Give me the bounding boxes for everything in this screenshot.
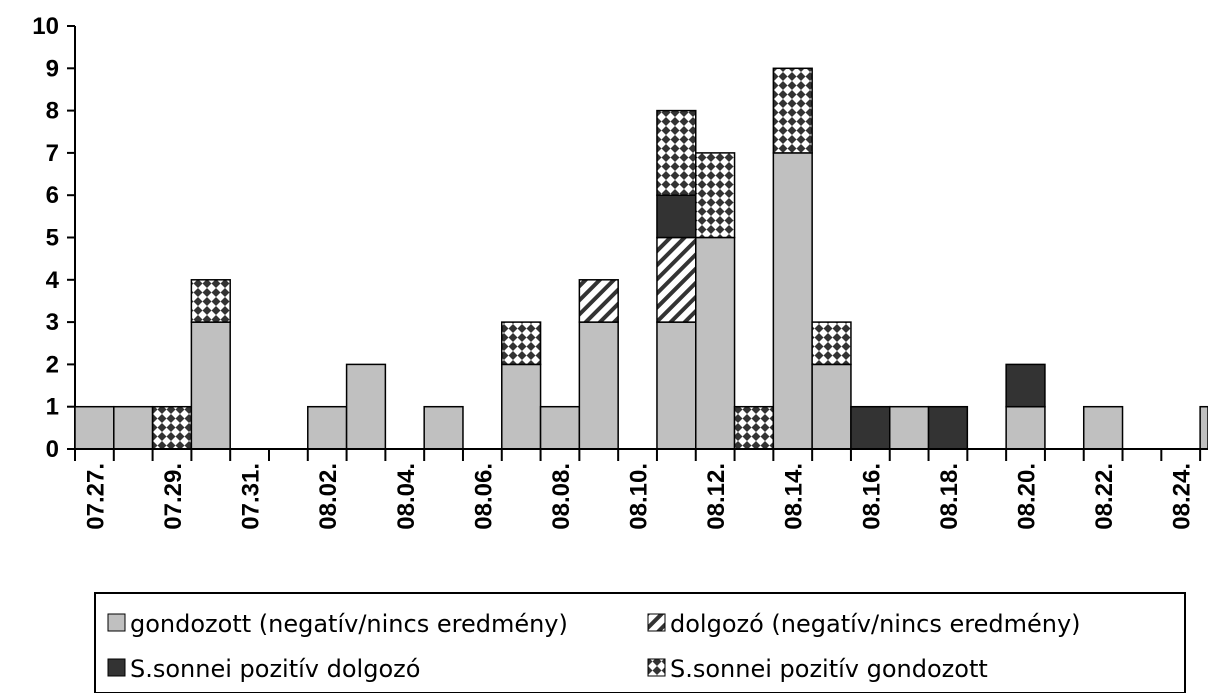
y-tick-label: 1 [46, 394, 59, 421]
bar-segment [190, 279, 231, 323]
x-tick-label: 08.18. [936, 463, 963, 530]
x-tick-label: 08.10. [626, 463, 653, 530]
bar-segment [772, 152, 813, 450]
bar-segment [113, 405, 154, 450]
legend-swatch-sonnei-gondozott [647, 658, 666, 677]
bar-segment [539, 405, 581, 450]
x-tick-label: 08.02. [315, 463, 342, 530]
y-tick-label: 9 [46, 55, 59, 82]
x-axis: 07.27. 07.29. 07.31. 08.02. 08.04. 08.06. 08.0… [74, 448, 1208, 530]
legend-label-dolgozo: dolgozó (negatív/nincs eredmény) [670, 610, 1081, 638]
bar-segment [74, 405, 115, 450]
x-tick-label: 08.22. [1091, 463, 1118, 530]
bar-segment [811, 363, 852, 450]
bar-segment [1005, 405, 1046, 450]
x-tick-label: 08.06. [470, 463, 497, 530]
bar-segment [733, 405, 775, 450]
x-tick-label: 08.20. [1014, 463, 1041, 530]
legend-swatch-dolgozo [647, 613, 666, 632]
y-tick-label: 5 [46, 225, 59, 252]
y-tick-label: 8 [46, 98, 59, 125]
legend-swatch-sonnei-dolgozo [107, 658, 126, 677]
x-tick-label: 08.14. [781, 463, 808, 530]
bars [74, 67, 1208, 450]
bar-segment [695, 152, 736, 239]
bar-segment [656, 109, 697, 196]
bar-segment [1005, 363, 1046, 408]
bar-segment [151, 405, 193, 450]
legend-label-gondozott: gondozott (negatív/nincs eredmény) [130, 610, 568, 638]
bar-segment [850, 405, 891, 450]
bar-segment [501, 363, 542, 450]
bar-segment [501, 321, 542, 366]
bar-segment [695, 236, 736, 450]
bar-segment [656, 321, 697, 450]
legend-box [94, 592, 1186, 693]
bar-segment [578, 321, 619, 450]
y-tick-label: 6 [46, 182, 59, 209]
x-tick-label: 08.24. [1169, 463, 1196, 530]
y-tick-label: 3 [46, 309, 59, 336]
bar-segment [345, 363, 387, 450]
x-tick-label: 08.16. [858, 463, 885, 530]
legend-label-sonnei-dolgozo: S.sonnei pozitív dolgozó [130, 655, 420, 683]
bar-segment [190, 321, 231, 450]
legend-swatch-gondozott [107, 613, 126, 632]
bar-segment [656, 194, 697, 239]
x-tick-label: 08.08. [548, 463, 575, 530]
y-tick-label: 7 [46, 140, 59, 167]
bar-segment [656, 236, 697, 323]
x-tick-label: 07.27. [82, 463, 109, 530]
bar-segment [888, 405, 930, 450]
x-tick-label: 07.31. [238, 463, 265, 530]
y-tick-label: 4 [46, 267, 60, 294]
x-tick-label: 07.29. [160, 463, 187, 530]
legend-label-sonnei-gondozott: S.sonnei pozitív gondozott [670, 655, 988, 683]
bar-segment [578, 279, 619, 323]
bar-segment [307, 405, 348, 450]
x-tick-label: 08.12. [703, 463, 730, 530]
x-tick-label: 08.04. [393, 463, 420, 530]
legend: gondozott (negatív/nincs eredmény) dolgo… [94, 592, 1186, 693]
bar-segment [1199, 405, 1208, 450]
y-axis: 0 1 2 3 4 5 6 7 8 9 10 [32, 13, 76, 463]
y-tick-label: 2 [46, 351, 59, 378]
y-tick-label: 0 [46, 436, 59, 463]
bar-segment [811, 321, 852, 366]
bar-segment [1082, 405, 1124, 450]
bar-segment [423, 405, 464, 450]
bar-segment [927, 405, 969, 450]
y-tick-label: 10 [32, 13, 59, 40]
bar-segment [772, 67, 813, 154]
